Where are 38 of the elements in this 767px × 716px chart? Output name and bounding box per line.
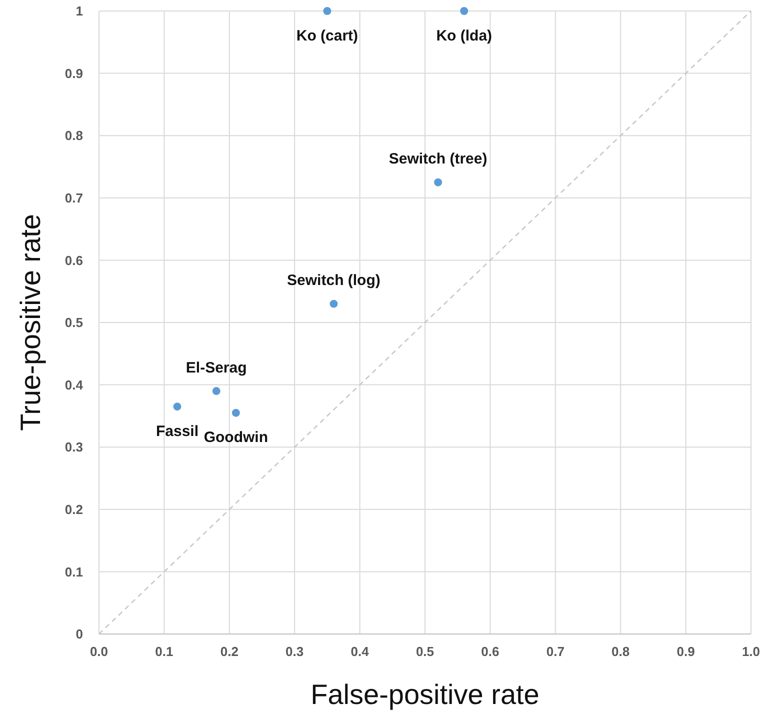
y-tick-label: 0.3 [64, 440, 83, 455]
point [460, 7, 468, 15]
x-tick-label: 0.2 [220, 644, 238, 659]
x-tick-label: 0.8 [612, 644, 630, 659]
x-tick-label: 0.5 [416, 644, 434, 659]
y-tick-label: 0.2 [64, 502, 83, 517]
x-axis-title: False-positive rate [310, 679, 540, 710]
y-tick-label: 0.8 [64, 128, 83, 144]
annotation: Sewitch (log) [287, 272, 380, 290]
x-tick-label: 0.6 [481, 644, 500, 659]
y-tick-label: 0.4 [64, 377, 84, 392]
point [434, 178, 442, 186]
x-tick-label: 0.9 [676, 644, 695, 659]
annotation: Goodwin [204, 429, 268, 446]
x-tick-label: 0.0 [90, 644, 108, 659]
y-tick-label: 0.1 [64, 564, 83, 580]
point [212, 387, 220, 396]
y-tick-label: 0.7 [64, 190, 83, 206]
y-axis-title: True-positive rate [15, 214, 46, 431]
y-tick-label: 1 [76, 4, 83, 19]
y-tick-label: 0.6 [64, 252, 83, 268]
point [173, 402, 182, 411]
y-tick-label: 0.9 [64, 66, 83, 81]
annotation: Ko (lda) [436, 27, 492, 44]
x-tick-label: 0.3 [286, 644, 304, 659]
annotation: El-Serag [186, 359, 247, 376]
y-tick-label: 0 [76, 626, 83, 642]
annotation: Ko (cart) [296, 27, 358, 44]
annotation: Sewitch (tree) [388, 150, 488, 168]
x-tick-label: 0.7 [546, 644, 564, 659]
y-tick-label: 0.5 [64, 315, 83, 330]
point [232, 408, 240, 417]
x-tick-label: 0.1 [155, 644, 174, 659]
x-tick-label: 0.4 [350, 644, 370, 659]
annotation: Fassil [156, 422, 199, 440]
point [323, 7, 332, 15]
x-tick-label: 1.0 [742, 644, 760, 659]
point [330, 300, 338, 308]
